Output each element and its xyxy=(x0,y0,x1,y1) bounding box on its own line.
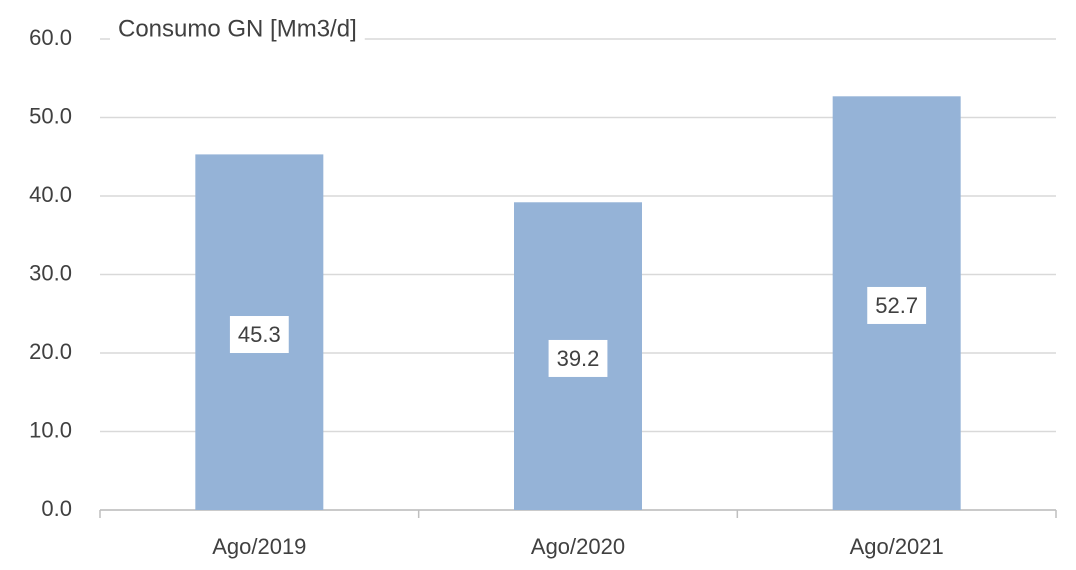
y-tick-label: 30.0 xyxy=(29,260,72,285)
data-label: 45.3 xyxy=(238,322,281,347)
data-label-box xyxy=(229,316,289,354)
y-tick-label: 60.0 xyxy=(29,25,72,50)
y-tick-label: 10.0 xyxy=(29,417,72,442)
title-box xyxy=(110,11,365,47)
x-tick-label: Ago/2021 xyxy=(850,534,944,559)
chart-title: Consumo GN [Mm3/d] xyxy=(118,15,357,42)
data-label-box xyxy=(867,286,927,324)
data-label-box xyxy=(548,339,608,377)
data-label: 39.2 xyxy=(557,346,600,371)
y-tick-label: 50.0 xyxy=(29,103,72,128)
data-label: 52.7 xyxy=(875,293,918,318)
y-tick-label: 0.0 xyxy=(41,496,72,521)
y-tick-label: 20.0 xyxy=(29,339,72,364)
x-tick-label: Ago/2019 xyxy=(212,534,306,559)
x-tick-label: Ago/2020 xyxy=(531,534,625,559)
y-tick-label: 40.0 xyxy=(29,182,72,207)
